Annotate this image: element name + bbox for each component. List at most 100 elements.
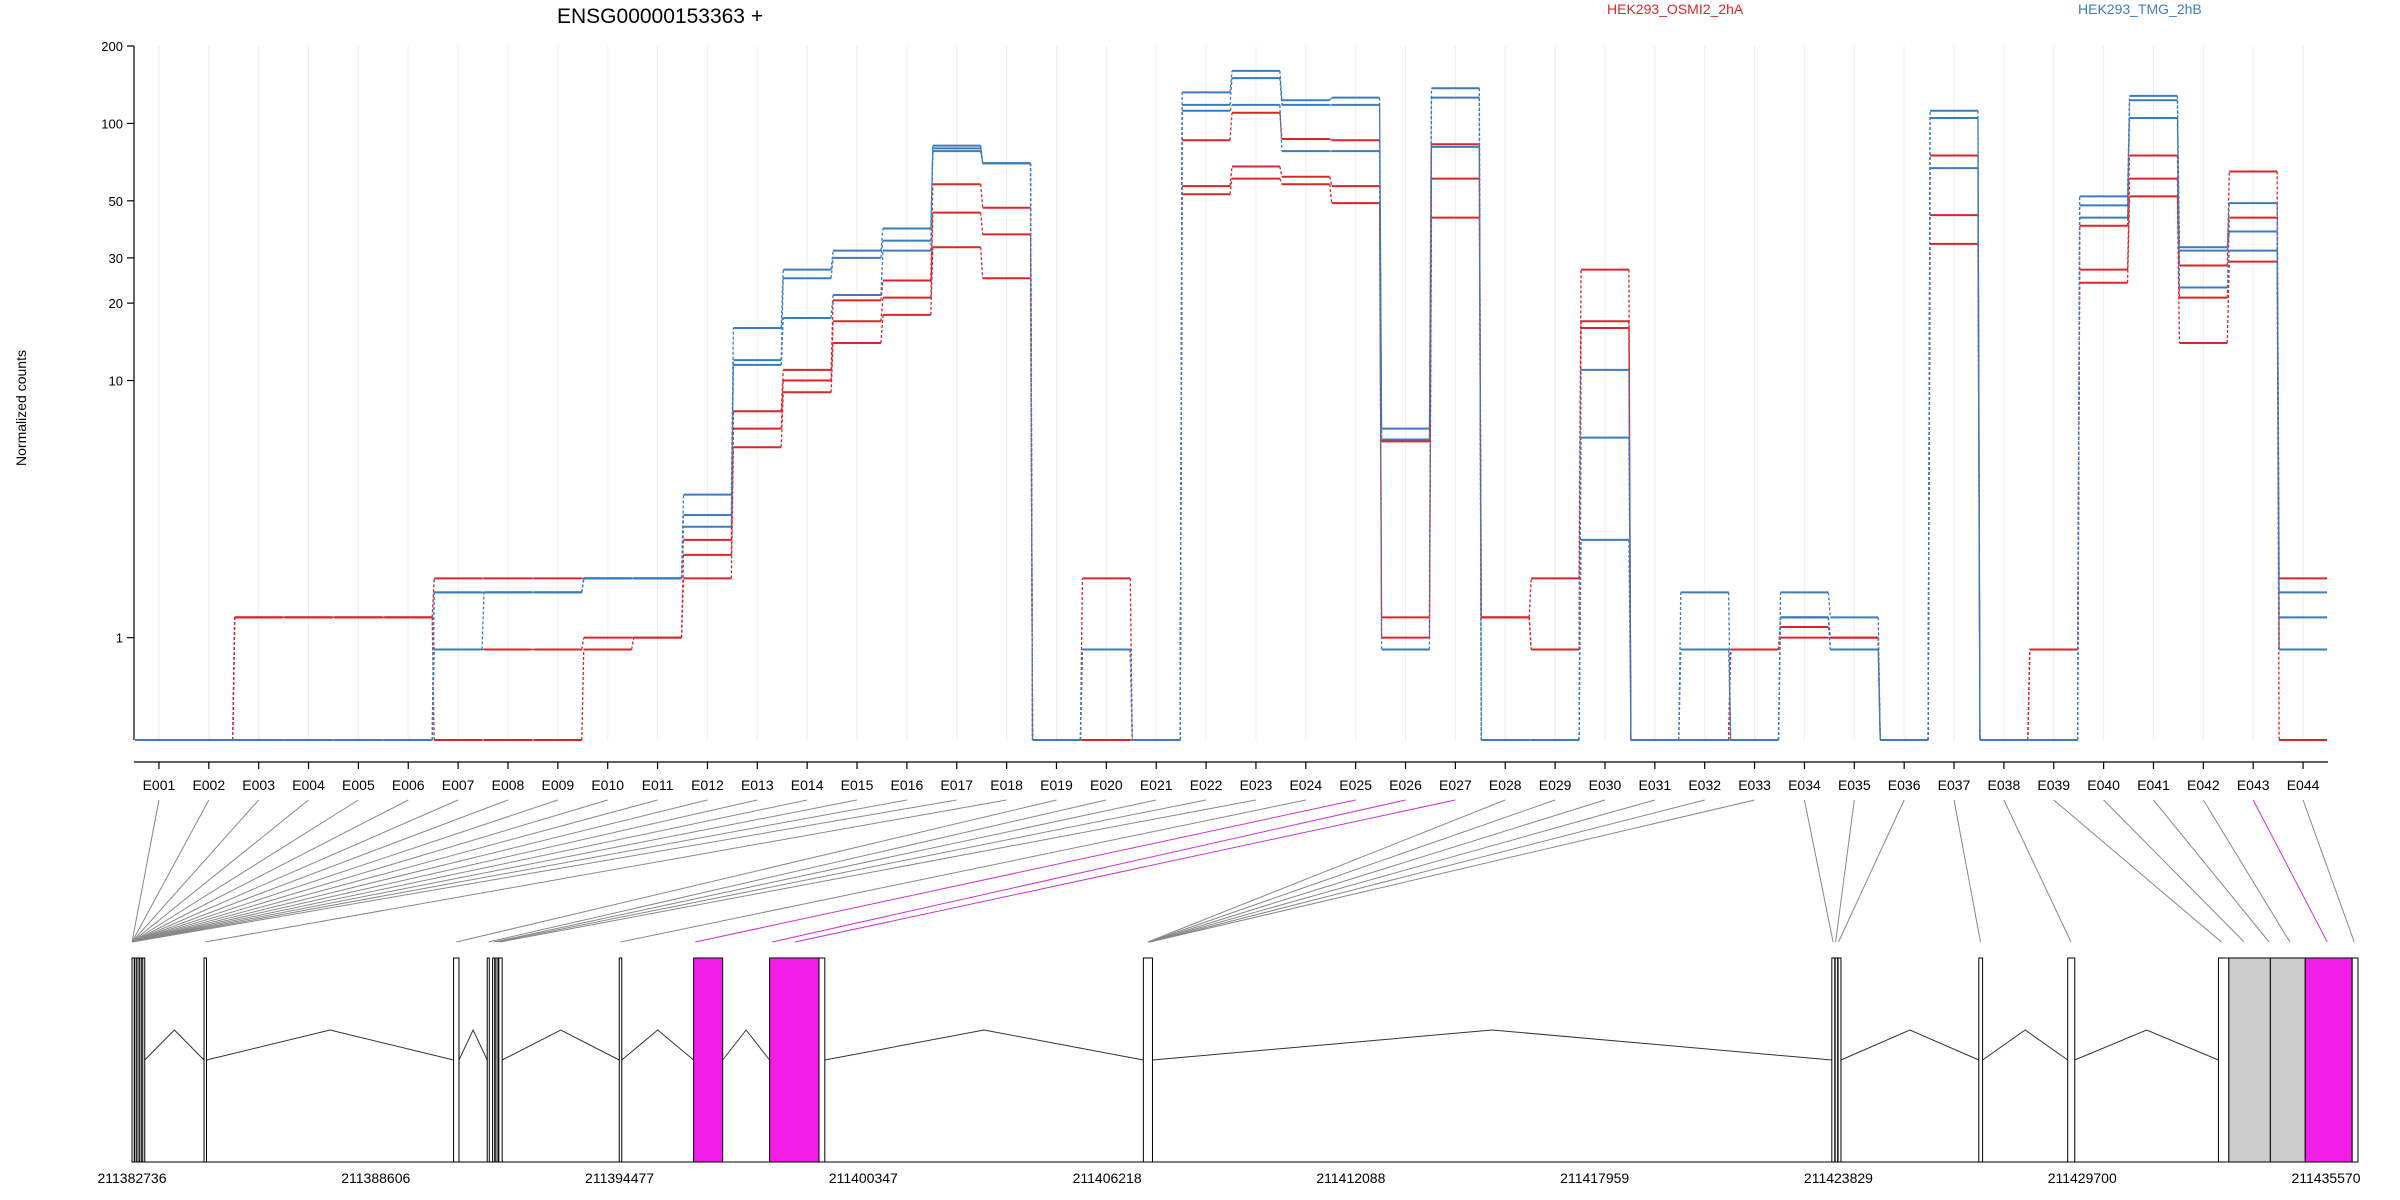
series-connector [1279, 178, 1283, 185]
series-connector [730, 364, 735, 527]
series-connector [1129, 578, 1133, 741]
exon-label-e037: E037 [1938, 777, 1971, 793]
connector-e018 [205, 799, 1007, 943]
series-connector [830, 295, 834, 319]
genomic-tick-label: 211388606 [341, 1170, 410, 1186]
series-connector [1777, 617, 1782, 741]
chart-title: ENSG00000153363 + [557, 5, 763, 28]
exon-box [1831, 957, 1836, 1163]
exon-box [2228, 957, 2271, 1163]
genomic-tick-label: 211429700 [2048, 1170, 2117, 1186]
intron-line [824, 1029, 1144, 1061]
series-connector [1877, 649, 1881, 741]
exon-box [1834, 957, 1839, 1163]
exon-label-e009: E009 [541, 777, 574, 793]
series-connector [1628, 539, 1632, 741]
plot-gridlines [158, 46, 2304, 740]
connector-e012 [131, 799, 708, 943]
series-connector [1428, 146, 1433, 650]
legend-entry-osmi2: HEK293_OSMI2_2hA [1607, 1, 1744, 17]
connector-e039 [2053, 799, 2222, 943]
series-connector [1378, 151, 1383, 650]
connector-e041 [2153, 799, 2270, 943]
series-connector [581, 578, 585, 593]
connector-e029 [1148, 799, 1556, 943]
exon-box [498, 957, 503, 1163]
gene-model [131, 957, 2359, 1163]
series-connector [2126, 196, 2131, 283]
y-tick-label: 1 [116, 631, 123, 646]
series-connector [1329, 138, 1333, 141]
exon-label-e020: E020 [1090, 777, 1123, 793]
intron-line [2074, 1029, 2219, 1061]
exon-box [495, 957, 499, 1163]
series-connector [2126, 178, 2131, 270]
series-connector [1927, 110, 1931, 741]
series-connector [581, 649, 585, 741]
exon-label-e022: E022 [1190, 777, 1223, 793]
connector-e007 [131, 799, 459, 943]
exon-label-e025: E025 [1339, 777, 1372, 793]
series-connector [1229, 178, 1233, 195]
y-tick-label: 10 [109, 374, 123, 389]
connector-e003 [131, 799, 260, 943]
exon-label-e039: E039 [2037, 777, 2070, 793]
exon-labels: E001 E002 E003 E004 E005 E006 E007 E008 E009 E010… [143, 762, 2320, 793]
exon-box [131, 957, 135, 1163]
connector-e001 [131, 799, 160, 943]
intron-line [144, 1029, 205, 1061]
intron-line [458, 1028, 488, 1061]
connector-e021 [493, 799, 1157, 943]
series-connector [780, 392, 784, 448]
connector-e028 [1147, 799, 1506, 943]
series-connector [630, 637, 635, 650]
exon-label-e030: E030 [1589, 777, 1622, 793]
exon-label-e013: E013 [741, 777, 774, 793]
series-connector [930, 247, 934, 315]
exon-box [453, 957, 460, 1163]
series-connector [2077, 217, 2081, 741]
series-connector [431, 578, 435, 618]
exon-label-e012: E012 [691, 777, 724, 793]
connector-e006 [131, 799, 409, 943]
series-connector [2126, 100, 2131, 206]
series-line [135, 111, 2327, 741]
exon-label-e041: E041 [2137, 777, 2170, 793]
series-connector [581, 637, 585, 650]
series-connector [2176, 117, 2181, 288]
exon-box [142, 957, 146, 1163]
connector-e013 [131, 799, 758, 943]
connector-e043 [2252, 799, 2328, 943]
exon-box [618, 957, 623, 1163]
exon-box [492, 957, 496, 1163]
exon-box [2351, 957, 2359, 1163]
series-connector [1279, 78, 1283, 105]
exon-box [2217, 957, 2230, 1163]
series-connector [2226, 250, 2230, 288]
series-connector [2276, 250, 2280, 650]
connector-e032 [1149, 799, 1705, 943]
plot-series [135, 69, 2327, 741]
exon-label-e002: E002 [192, 777, 225, 793]
connector-e009 [131, 799, 558, 943]
series-connector [880, 297, 884, 322]
exon-box [1837, 957, 1842, 1163]
series-connector [2226, 217, 2230, 298]
connector-e015 [131, 799, 858, 943]
series-connector [680, 526, 685, 579]
exon-label-e035: E035 [1838, 777, 1871, 793]
plot-axes: 1 10 20 30 50 100 200 [101, 39, 2328, 763]
exon-label-e043: E043 [2237, 777, 2270, 793]
exon-label-e033: E033 [1738, 777, 1771, 793]
y-tick-label: 200 [101, 39, 123, 54]
series-connector [980, 212, 984, 235]
highlighted-exon-box [693, 957, 724, 1163]
series-connector [730, 428, 735, 555]
series-connector [780, 318, 784, 365]
series-connector [980, 184, 984, 208]
y-axis-label: Normalized counts [13, 350, 29, 466]
series-connector [1827, 592, 1832, 618]
exon-label-e018: E018 [990, 777, 1023, 793]
intron-line [621, 1029, 694, 1061]
series-connector [1229, 112, 1233, 141]
